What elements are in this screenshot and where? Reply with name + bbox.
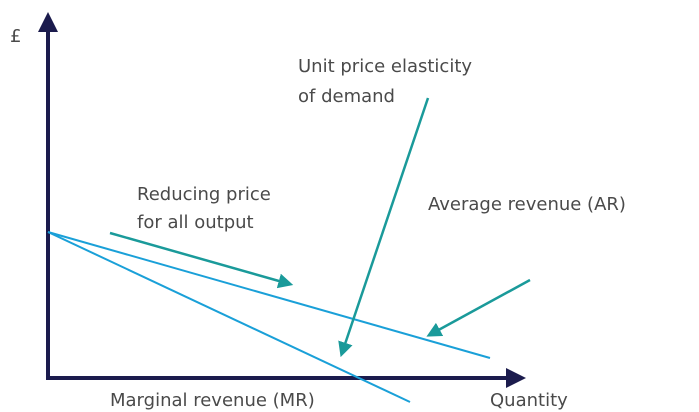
arrow-reducing (109, 231, 294, 289)
ar-line (47, 231, 491, 359)
y-axis-label: £ (10, 26, 21, 47)
annotation: Marginal revenue (MR) (110, 390, 315, 411)
mr-line (47, 231, 411, 403)
arrow-elasticity (338, 97, 430, 358)
annotation: Average revenue (AR) (428, 194, 626, 215)
arrow-ar (426, 278, 531, 337)
annotation: for all output (137, 212, 254, 233)
annotation: Reducing price (137, 184, 271, 205)
annotation: of demand (298, 86, 395, 107)
x-axis-label: Quantity (490, 390, 568, 411)
annotation: Unit price elasticity (298, 56, 472, 77)
